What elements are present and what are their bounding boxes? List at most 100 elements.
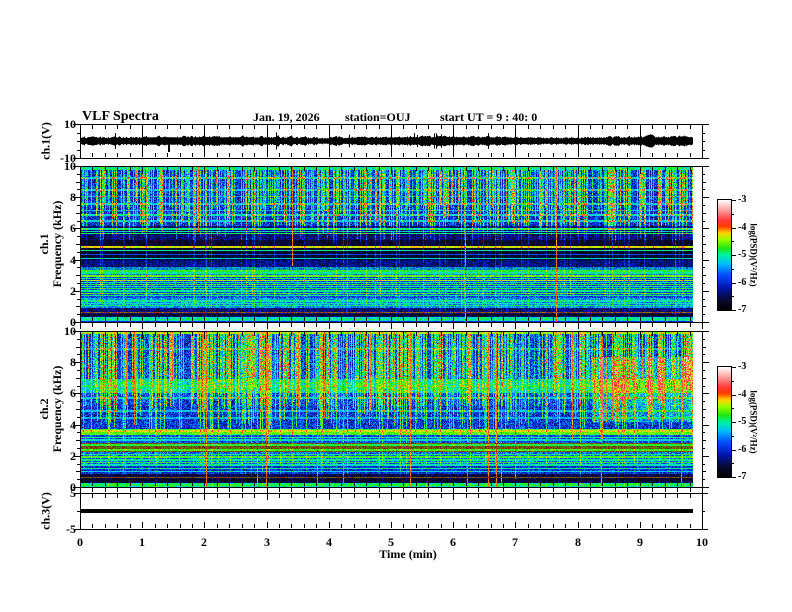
- y-tick-label: 0: [70, 315, 76, 329]
- y-tick: [702, 133, 705, 134]
- x-tick: [341, 323, 342, 327]
- y-tick: [702, 493, 708, 494]
- x-tick: [602, 332, 603, 336]
- x-tick: [453, 323, 454, 329]
- minute-gridline: [142, 125, 143, 157]
- x-tick: [515, 479, 516, 486]
- x-tick: [254, 488, 255, 492]
- x-tick: [92, 125, 93, 129]
- chart-start-ut: start UT = 9 : 40: 0: [440, 110, 538, 124]
- colorbar-tick-label: -3: [738, 194, 747, 205]
- y-tick: [77, 221, 80, 222]
- x-tick: [640, 167, 641, 174]
- x-tick: [391, 167, 392, 174]
- x-tick: [652, 317, 653, 321]
- x-tick: [416, 332, 417, 336]
- x-tick: [602, 494, 603, 498]
- x-tick: [491, 332, 492, 336]
- x-tick: [204, 332, 205, 339]
- y-tick: [77, 252, 80, 253]
- y-tick: [76, 306, 80, 307]
- x-tick: [316, 494, 317, 498]
- x-tick: [204, 494, 205, 500]
- x-tick: [279, 153, 280, 157]
- x-tick: [503, 482, 504, 486]
- x-tick: [441, 167, 442, 171]
- x-tick: [341, 524, 342, 528]
- x-tick: [665, 153, 666, 157]
- x-tick: [117, 125, 118, 129]
- y-tick: [702, 487, 709, 488]
- x-tick: [528, 494, 529, 498]
- colorbar-tick-label: -4: [738, 389, 747, 400]
- x-tick: [565, 482, 566, 486]
- x-tick: [615, 332, 616, 336]
- y-tick: [702, 299, 705, 300]
- x-tick: [92, 167, 93, 171]
- colorbar-tick: [731, 408, 734, 409]
- x-tick: [615, 482, 616, 486]
- y-tick: [702, 464, 705, 465]
- ch3-voltage-axis-label: ch.3(V): [38, 492, 53, 530]
- y-tick-label: 4: [70, 418, 76, 432]
- x-tick: [105, 125, 106, 129]
- x-tick: [677, 125, 678, 129]
- x-tick: [615, 153, 616, 157]
- x-tick: [466, 125, 467, 129]
- y-tick-label: 8: [70, 355, 76, 369]
- y-tick: [702, 331, 709, 332]
- x-tick: [180, 323, 181, 327]
- x-tick-label: 4: [326, 535, 332, 549]
- x-tick: [602, 167, 603, 171]
- x-tick: [279, 488, 280, 492]
- x-tick: [229, 332, 230, 336]
- x-tick: [366, 494, 367, 498]
- x-tick-label: 5: [388, 535, 394, 549]
- y-tick: [73, 456, 80, 457]
- x-tick: [155, 482, 156, 486]
- x-tick: [553, 482, 554, 486]
- x-tick: [192, 488, 193, 492]
- x-tick: [652, 482, 653, 486]
- x-tick: [379, 494, 380, 498]
- y-tick: [77, 299, 80, 300]
- x-tick: [403, 153, 404, 157]
- x-tick: [130, 494, 131, 498]
- x-tick: [515, 314, 516, 321]
- x-tick: [403, 482, 404, 486]
- x-tick: [130, 323, 131, 327]
- x-tick: [478, 482, 479, 486]
- x-tick: [503, 167, 504, 171]
- x-tick: [329, 323, 330, 329]
- x-tick: [80, 167, 81, 174]
- x-tick: [441, 524, 442, 528]
- x-tick: [403, 488, 404, 492]
- x-tick: [665, 488, 666, 492]
- x-tick: [242, 323, 243, 327]
- y-tick: [702, 306, 706, 307]
- x-tick: [503, 524, 504, 528]
- colorbar-tick: [731, 283, 736, 284]
- x-tick: [379, 323, 380, 327]
- x-tick: [204, 323, 205, 329]
- x-tick: [665, 524, 666, 528]
- x-tick: [341, 317, 342, 321]
- colorbar-1-gradient: [718, 200, 731, 310]
- x-tick: [528, 125, 529, 129]
- x-tick: [640, 323, 641, 329]
- x-tick: [540, 494, 541, 498]
- x-tick: [341, 332, 342, 336]
- x-tick-label: 3: [264, 535, 270, 549]
- x-tick: [329, 314, 330, 321]
- y-tick: [77, 479, 80, 480]
- x-tick: [540, 488, 541, 492]
- colorbar-tick-label: -6: [738, 277, 747, 288]
- x-tick: [130, 167, 131, 171]
- y-tick: [77, 448, 80, 449]
- x-tick: [565, 332, 566, 336]
- x-tick: [478, 317, 479, 321]
- x-tick: [229, 488, 230, 492]
- y-tick: [77, 339, 80, 340]
- x-tick: [304, 482, 305, 486]
- y-tick: [702, 386, 705, 387]
